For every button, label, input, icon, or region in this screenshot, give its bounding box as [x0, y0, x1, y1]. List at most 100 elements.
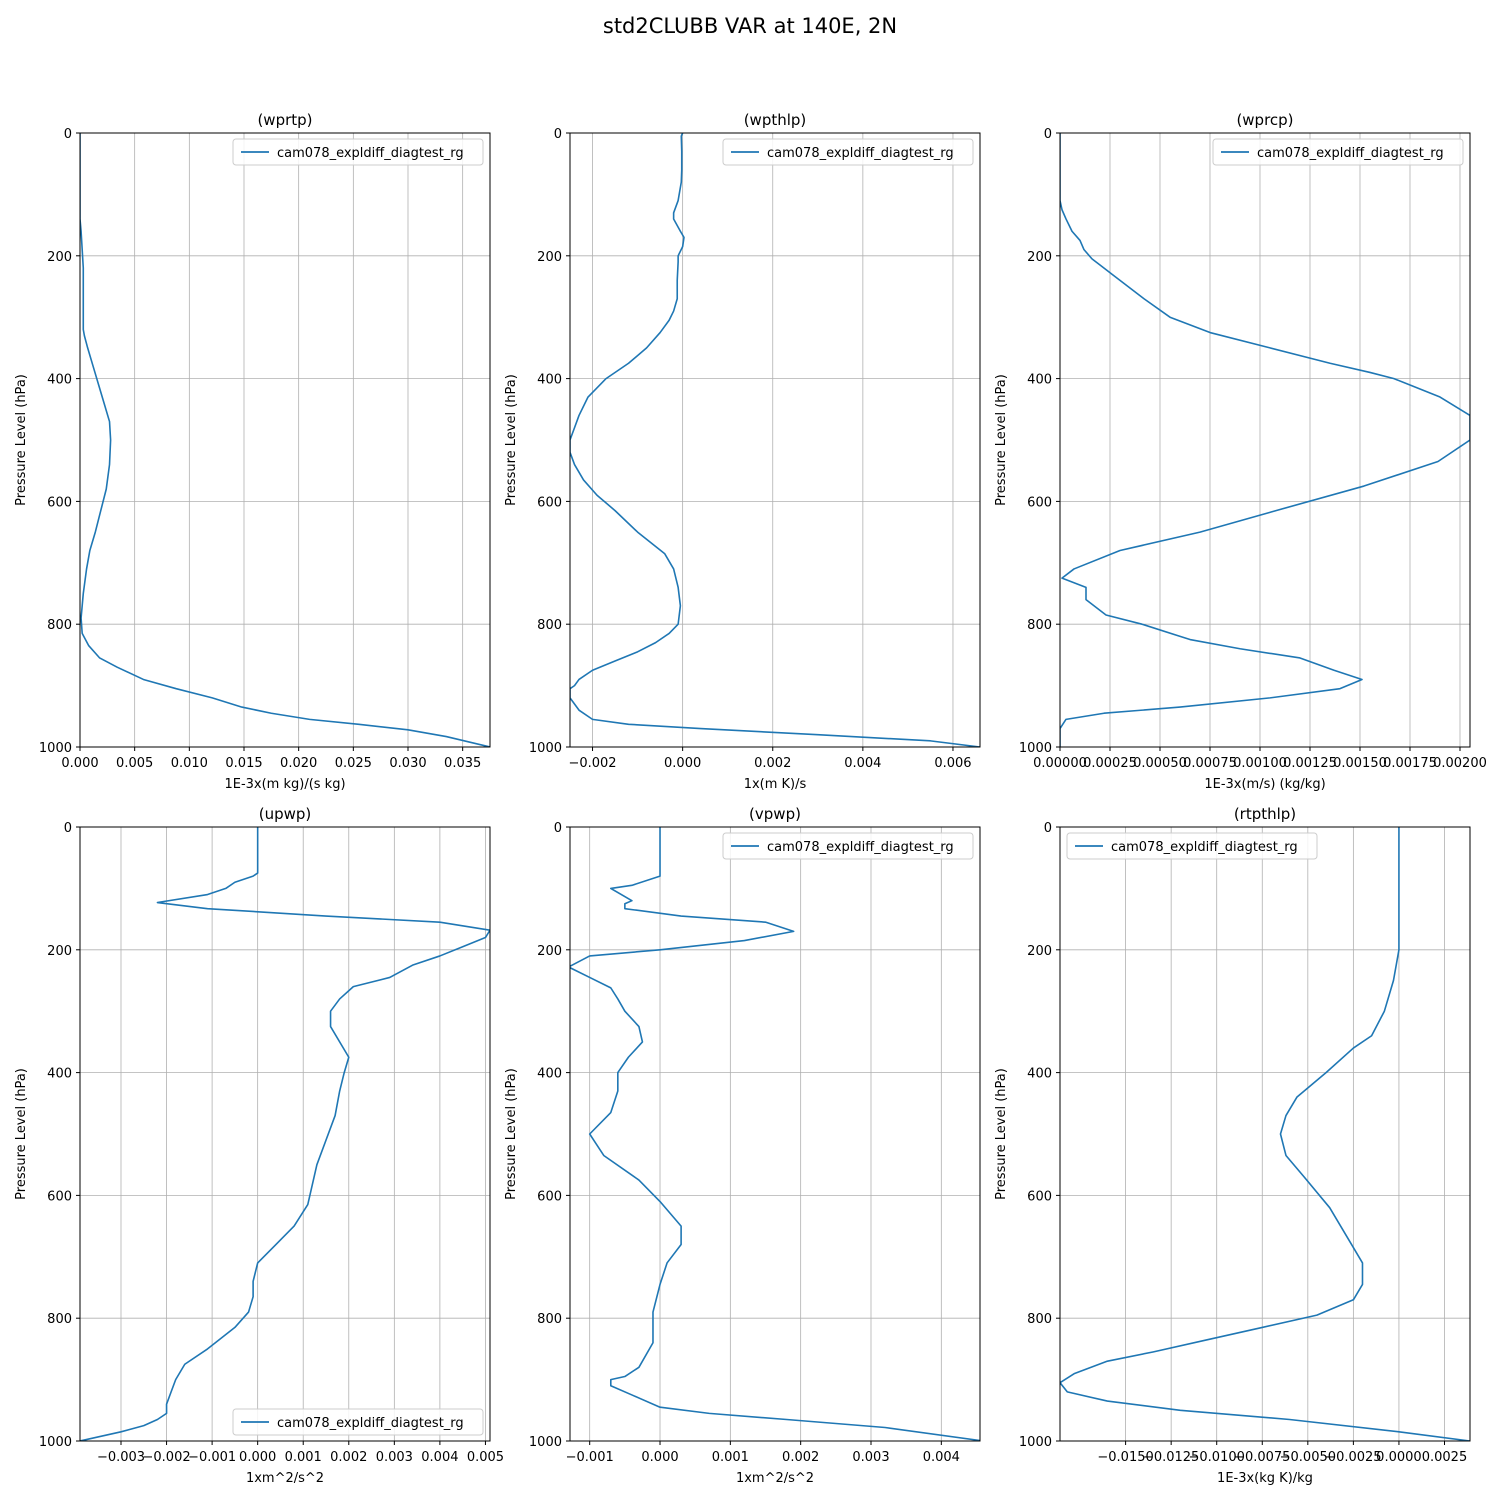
x-tick-label: −0.0025	[1325, 1450, 1381, 1465]
y-axis-label: Pressure Level (hPa)	[14, 374, 29, 506]
subplot-vpwp: −0.001 0.000 0.001 0.002 0.003 0.004 0 200 400 60…	[504, 805, 981, 1486]
x-tick-label: 0.001	[712, 1450, 749, 1465]
x-tick-label: 0.000	[641, 1450, 678, 1465]
y-tick-label: 0	[554, 821, 562, 836]
x-axis-label: 1E-3x(m kg)/(s kg)	[224, 777, 345, 792]
x-tick-label: 0.000	[239, 1450, 276, 1465]
y-tick-label: 600	[47, 1189, 72, 1204]
figure-title: std2CLUBB VAR at 140E, 2N	[602, 14, 898, 38]
x-tick-label: 0.005	[467, 1450, 504, 1465]
y-tick-label: 800	[47, 618, 72, 633]
x-tick-label: 0.001	[285, 1450, 322, 1465]
x-tick-label: 0.004	[923, 1450, 960, 1465]
y-tick-label: 400	[1027, 1067, 1052, 1082]
x-axis-label: 1E-3x(m/s) (kg/kg)	[1204, 777, 1325, 792]
x-tick-label: −0.0150	[1097, 1450, 1153, 1465]
series-line	[80, 133, 490, 747]
x-tick-label: 0.006	[934, 756, 971, 771]
x-tick-label: 0.00000	[1033, 756, 1087, 771]
y-tick-label: 1000	[1019, 741, 1052, 756]
x-tick-label: −0.001	[566, 1450, 614, 1465]
x-tick-label: 0.004	[421, 1450, 458, 1465]
x-tick-label: 0.0025	[1422, 1450, 1468, 1465]
legend-label: cam078_expldiff_diagtest_rg	[1111, 840, 1298, 855]
y-tick-label: 200	[47, 250, 72, 265]
legend-label: cam078_expldiff_diagtest_rg	[767, 146, 954, 161]
x-tick-label: 0.002	[330, 1450, 367, 1465]
legend-box	[1212, 138, 1464, 166]
x-axis-label: 1xm^2/s^2	[736, 1471, 814, 1486]
y-tick-label: 0	[554, 127, 562, 142]
x-tick-label: 0.000	[61, 756, 98, 771]
subplot-title: (rtpthlp)	[1234, 805, 1296, 823]
x-tick-label: 0.003	[376, 1450, 413, 1465]
x-tick-label: −0.0050	[1280, 1450, 1336, 1465]
y-tick-label: 0	[64, 127, 72, 142]
x-tick-label: −0.003	[97, 1450, 145, 1465]
axes-frame	[1059, 826, 1471, 1442]
y-tick-label: 200	[47, 944, 72, 959]
legend-box	[1066, 832, 1318, 860]
x-tick-label: 0.000	[664, 756, 701, 771]
x-tick-label: 0.0000	[1376, 1450, 1422, 1465]
y-tick-label: 1000	[39, 741, 72, 756]
legend: cam078_expldiff_diagtest_rg	[1066, 832, 1318, 860]
series-line	[570, 827, 980, 1441]
y-tick-label: 600	[47, 495, 72, 510]
legend: cam078_expldiff_diagtest_rg	[232, 1408, 484, 1436]
x-tick-label: 0.035	[444, 756, 481, 771]
x-tick-label: 0.00150	[1333, 756, 1387, 771]
y-tick-label: 1000	[529, 741, 562, 756]
x-tick-label: 0.00100	[1233, 756, 1287, 771]
subplot-title: (wprtp)	[257, 111, 312, 129]
y-tick-label: 1000	[39, 1435, 72, 1450]
x-tick-label: −0.001	[188, 1450, 236, 1465]
axes-frame	[569, 826, 981, 1442]
axes-frame	[79, 132, 491, 748]
legend: cam078_expldiff_diagtest_rg	[722, 138, 974, 166]
y-tick-label: 600	[537, 495, 562, 510]
legend-label: cam078_expldiff_diagtest_rg	[277, 146, 464, 161]
y-tick-label: 400	[537, 373, 562, 388]
y-tick-label: 400	[1027, 373, 1052, 388]
y-tick-label: 400	[47, 373, 72, 388]
x-tick-label: 0.00050	[1133, 756, 1187, 771]
x-tick-label: 0.030	[389, 756, 426, 771]
y-tick-label: 600	[537, 1189, 562, 1204]
y-axis-label: Pressure Level (hPa)	[504, 374, 519, 506]
series-line	[570, 133, 980, 747]
legend: cam078_expldiff_diagtest_rg	[1212, 138, 1464, 166]
legend-label: cam078_expldiff_diagtest_rg	[767, 840, 954, 855]
y-tick-label: 800	[1027, 1312, 1052, 1327]
y-tick-label: 200	[1027, 250, 1052, 265]
y-tick-label: 800	[1027, 618, 1052, 633]
x-tick-label: 0.010	[171, 756, 208, 771]
subplot-wprtp: 0.000 0.005 0.010 0.015 0.020 0.025 0.030 0.035…	[14, 111, 491, 792]
y-tick-label: 400	[47, 1067, 72, 1082]
y-tick-label: 800	[47, 1312, 72, 1327]
x-tick-label: 0.003	[852, 1450, 889, 1465]
series-line	[80, 827, 490, 1441]
y-tick-label: 200	[537, 944, 562, 959]
subplot-title: (wprcp)	[1236, 111, 1293, 129]
y-tick-label: 0	[64, 821, 72, 836]
x-tick-label: 0.00175	[1383, 756, 1437, 771]
subplot-upwp: −0.003−0.002−0.001 0.000 0.001 0.002 0.003 0.…	[14, 805, 504, 1486]
legend-box	[232, 138, 484, 166]
x-tick-label: 0.020	[280, 756, 317, 771]
y-tick-label: 800	[537, 1312, 562, 1327]
x-tick-label: 0.002	[754, 756, 791, 771]
x-tick-label: 0.004	[844, 756, 881, 771]
legend-label: cam078_expldiff_diagtest_rg	[277, 1416, 464, 1431]
x-tick-label: 0.00075	[1183, 756, 1237, 771]
x-tick-label: 0.005	[116, 756, 153, 771]
x-axis-label: 1x(m K)/s	[744, 777, 807, 792]
x-tick-label: −0.002	[568, 756, 616, 771]
subplot-title: (vpwp)	[749, 805, 801, 823]
legend-box	[722, 138, 974, 166]
y-axis-label: Pressure Level (hPa)	[994, 374, 1009, 506]
subplot-rtpthlp: −0.0150−0.0125−0.0100−0.0075−0.0050−0.00…	[994, 805, 1471, 1486]
x-tick-label: 0.002	[782, 1450, 819, 1465]
x-tick-label: 0.025	[335, 756, 372, 771]
